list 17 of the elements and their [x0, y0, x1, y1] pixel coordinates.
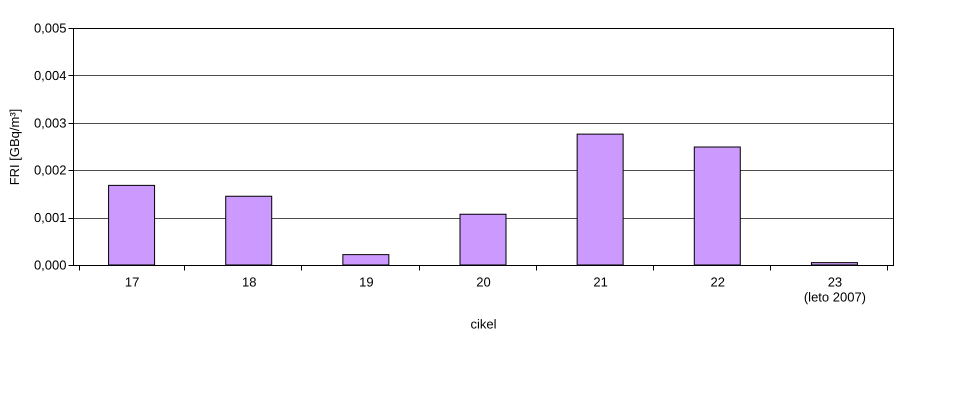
y-tick-label: 0,000 [34, 258, 66, 272]
x-tick-label: 22 [710, 274, 726, 290]
x-tick-label: 18 [242, 274, 256, 290]
y-tick-label: 0,004 [34, 68, 66, 83]
y-tick-label: 0,001 [34, 210, 66, 226]
bar [810, 262, 858, 266]
x-tick-label: 21 [593, 274, 608, 290]
y-tick-label: 0,003 [34, 115, 66, 130]
y-tick-label: 0,002 [34, 162, 66, 178]
x-axis-title: cikel [470, 316, 497, 332]
x-tick-label: 23 (leto 2007) [804, 274, 866, 304]
x-tick-label: 19 [359, 274, 374, 290]
x-tick-label: 17 [124, 274, 140, 290]
bar [342, 254, 390, 266]
x-tick-label: 20 [476, 274, 491, 290]
y-tick-label: 0,005 [34, 20, 66, 36]
y-axis-title: FRI [GBq/m³] [6, 108, 22, 186]
